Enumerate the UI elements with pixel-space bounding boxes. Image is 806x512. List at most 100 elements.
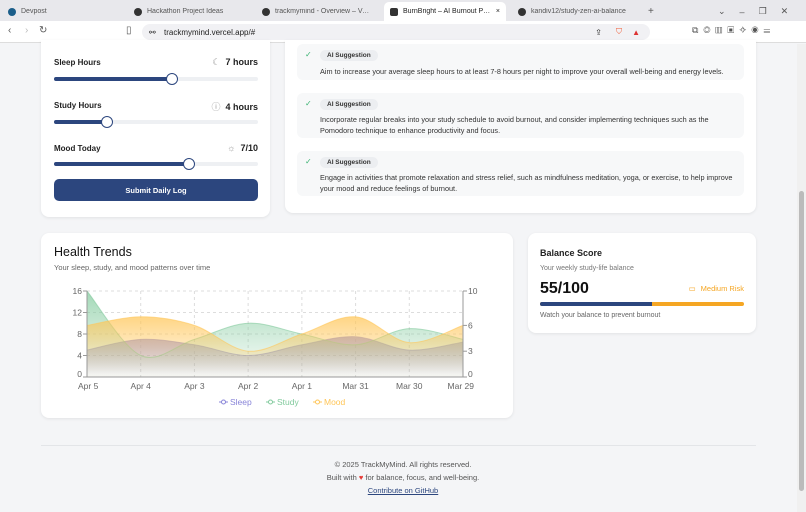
legend-marker: [315, 399, 320, 405]
x-tick-label: Mar 31: [342, 381, 369, 391]
x-tick-label: Apr 3: [184, 381, 205, 391]
close-tab-icon[interactable]: ×: [495, 8, 500, 15]
ai-suggestion-badge: AI Suggestion: [320, 50, 378, 61]
slider-fill: [54, 120, 108, 124]
submit-daily-log-button[interactable]: Submit Daily Log: [54, 179, 258, 201]
slider-thumb[interactable]: [166, 73, 179, 85]
y-right-tick-label: 6: [468, 320, 473, 330]
tab-list-icon[interactable]: ⌄: [718, 6, 726, 16]
study-slider[interactable]: [54, 116, 258, 128]
check-icon: ✓: [305, 99, 312, 108]
y-left-tick-label: 12: [73, 308, 83, 318]
y-left-tick-label: 16: [73, 286, 83, 296]
extension-icons[interactable]: ⧉◎▥▣✧◉☰: [692, 25, 776, 35]
mood-slider[interactable]: [54, 158, 258, 170]
y-left-tick-label: 4: [77, 351, 82, 361]
check-icon: ✓: [305, 157, 312, 166]
moon-icon: ☾: [212, 57, 221, 67]
footer-built-with: Built with ♥ for balance, focus, and wel…: [0, 473, 806, 482]
slider-fill: [54, 77, 173, 81]
tab-vercel[interactable]: trackmymind - Overview – Vercel: [256, 2, 378, 21]
github-link-text[interactable]: Contribute on GitHub: [367, 486, 439, 495]
health-trends-title: Health Trends: [54, 245, 132, 259]
y-left-tick-label: 0: [77, 369, 82, 379]
balance-score-value: 55/100: [540, 280, 589, 297]
tab-devpost[interactable]: Devpost: [2, 2, 124, 21]
burnbright-icon: [390, 7, 398, 16]
built-with-suffix: for balance, focus, and well-being.: [365, 473, 480, 482]
x-tick-label: Mar 29: [448, 381, 475, 391]
new-tab-button[interactable]: +: [648, 6, 654, 17]
tab-label: kandiv12/study-zen-ai-balance: [531, 8, 626, 15]
suggestion-item: ✓ AI Suggestion Engage in activities that …: [297, 151, 744, 196]
tab-label: Hackathon Project Ideas: [147, 8, 224, 15]
close-window-icon[interactable]: ✕: [780, 6, 789, 16]
tab-label: BurnBright – AI Burnout Preven: [403, 8, 491, 15]
mood-value: 7/10: [240, 143, 258, 153]
vercel-icon: [262, 7, 270, 16]
y-right-tick-label: 10: [468, 286, 478, 296]
balance-title: Balance Score: [540, 248, 603, 258]
share-icon[interactable]: ⇪: [595, 27, 602, 37]
bookmark-icon[interactable]: ▯: [126, 25, 132, 36]
brave-rewards-icon[interactable]: ▲: [632, 27, 640, 37]
tab-bar: Devpost Hackathon Project Ideas trackmym…: [0, 0, 806, 21]
ai-suggestion-badge: AI Suggestion: [320, 99, 378, 110]
built-with-text: Built with: [326, 473, 357, 482]
suggestion-item: ✓ AI Suggestion Incorporate regular breaks…: [297, 93, 744, 138]
slider-thumb[interactable]: [101, 116, 114, 128]
suggestion-text: Aim to increase your average sleep hours…: [320, 67, 724, 76]
scrollbar-thumb[interactable]: [799, 191, 804, 491]
tab-burnbright[interactable]: BurnBright – AI Burnout Preven ×: [384, 2, 506, 21]
github-icon: [518, 7, 526, 16]
x-tick-label: Apr 2: [238, 381, 259, 391]
address-bar[interactable]: ⚯ trackmymind.vercel.app/# ⇪ ⛉ ▲: [142, 24, 650, 40]
brave-shield-icon[interactable]: ⛉: [616, 27, 622, 36]
back-icon[interactable]: ‹: [8, 25, 12, 36]
window-controls: ⌄ – ❐ ✕: [712, 2, 804, 21]
suggestion-text: Incorporate regular breaks into your stu…: [320, 115, 709, 135]
slider-thumb[interactable]: [182, 158, 195, 170]
health-trends-card: Health Trends Your sleep, study, and moo…: [41, 233, 513, 418]
mood-label: Mood Today: [54, 144, 101, 153]
suggestions-card: ✓ AI Suggestion Aim to increase your avera…: [285, 40, 756, 213]
legend-marker: [268, 399, 273, 405]
x-tick-label: Apr 4: [131, 381, 152, 391]
x-tick-label: Apr 5: [78, 381, 99, 391]
url-text: trackmymind.vercel.app/#: [164, 27, 256, 37]
browser-toolbar: ‹ › ↻ ▯ ⚯ trackmymind.vercel.app/# ⇪ ⛉ ▲ …: [0, 21, 806, 43]
balance-progress-fill: [540, 302, 653, 306]
suggestion-text: Engage in activities that promote relaxa…: [320, 173, 733, 193]
site-settings-icon[interactable]: ⚯: [149, 27, 156, 37]
study-value: 4 hours: [225, 102, 258, 112]
health-trends-subtitle: Your sleep, study, and mood patterns ove…: [54, 263, 211, 272]
legend-sleep: Sleep: [230, 397, 252, 407]
balance-score-card: Balance Score Your weekly study-life bal…: [528, 233, 756, 333]
line-mood: [86, 316, 464, 352]
github-link[interactable]: Contribute on GitHub: [0, 486, 806, 495]
sleep-label: Sleep Hours: [54, 58, 101, 67]
risk-badge: Medium Risk: [700, 284, 744, 293]
check-icon: ✓: [305, 50, 312, 59]
battery-icon: ▭: [688, 284, 696, 293]
tab-hackathon[interactable]: Hackathon Project Ideas: [128, 2, 250, 21]
reload-icon[interactable]: ↻: [39, 25, 48, 36]
x-tick-label: Apr 1: [292, 381, 313, 391]
chatgpt-icon: [134, 7, 142, 16]
health-trends-chart: 0 4 8 12 16 0 3 6 10 Apr 5 Apr 4 Apr 3 Apr 2 Apr 1 Mar…: [73, 286, 478, 407]
sleep-slider[interactable]: [54, 73, 258, 85]
tab-github[interactable]: kandiv12/study-zen-ai-balance: [512, 2, 634, 21]
minimize-icon[interactable]: –: [739, 6, 745, 17]
slider-fill: [54, 162, 189, 166]
y-right-tick-label: 0: [468, 369, 473, 379]
sleep-value: 7 hours: [225, 57, 258, 67]
daily-log-card: Sleep Hours ☾ 7 hours Study Hours ⓘ 4 hour…: [41, 40, 270, 217]
tab-label: trackmymind - Overview – Vercel: [275, 8, 372, 15]
study-label: Study Hours: [54, 101, 102, 110]
forward-icon[interactable]: ›: [25, 25, 29, 36]
tab-label: Devpost: [21, 8, 47, 15]
balance-subtitle: Your weekly study-life balance: [540, 265, 634, 272]
scrollbar[interactable]: [797, 44, 806, 512]
restore-icon[interactable]: ❐: [758, 6, 767, 16]
sun-icon: ☼: [227, 143, 236, 153]
